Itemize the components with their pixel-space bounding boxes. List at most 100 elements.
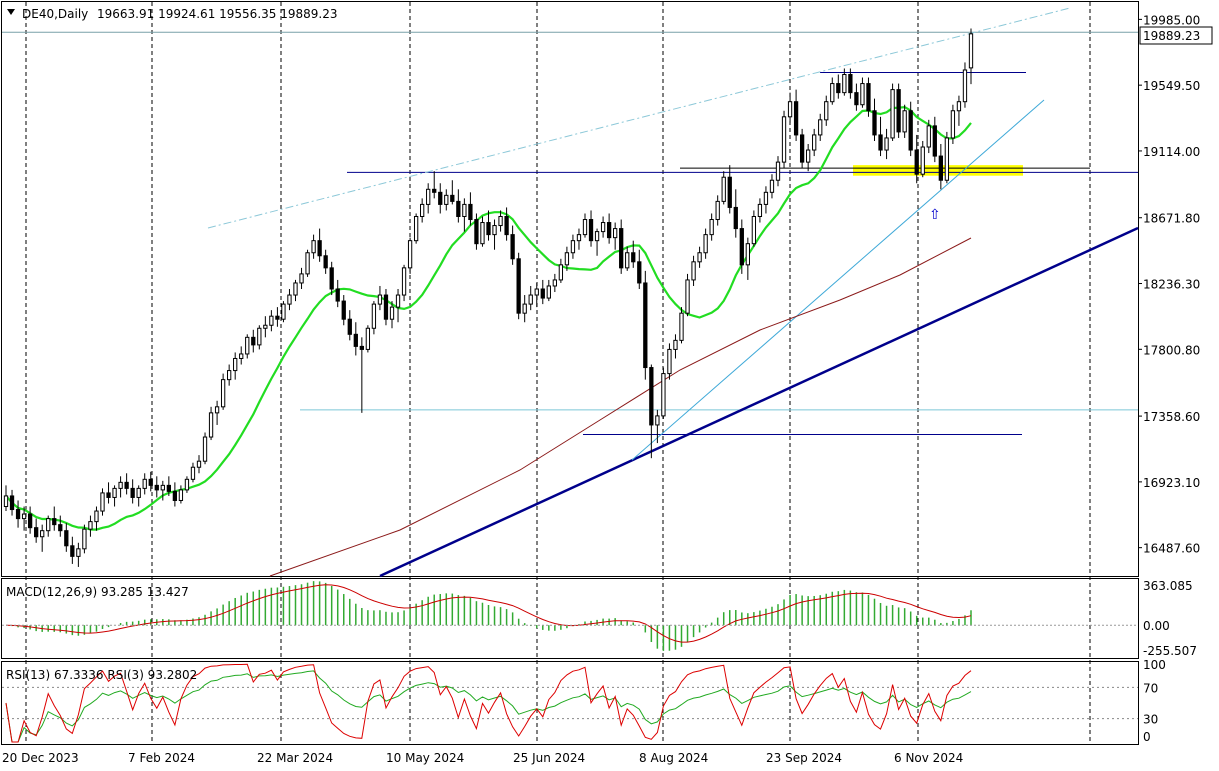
time-label: 8 Aug 2024 — [639, 751, 708, 765]
candle-bull — [196, 460, 202, 468]
candle-bear — [866, 83, 871, 112]
time-label: 7 Feb 2024 — [128, 751, 195, 765]
candle-bull — [257, 327, 262, 346]
price-tick-label: 17358.60 — [1143, 410, 1200, 424]
price-panel-frame — [1, 1, 1139, 577]
candle-bull — [558, 264, 564, 281]
candle-bull — [311, 240, 316, 254]
rsi-label: RSI(13) 67.3336 RSI(3) 93.2802 — [6, 668, 197, 682]
candle-bull — [76, 548, 81, 557]
candle-bull — [763, 191, 769, 205]
candle-bear — [58, 524, 63, 532]
candle-bull — [944, 137, 950, 181]
candle-bull — [136, 487, 141, 498]
candle-bull — [902, 110, 907, 133]
candle-bull — [812, 134, 817, 151]
candle-bull — [775, 161, 781, 181]
candle-bull — [830, 83, 835, 103]
candle-bear — [251, 336, 256, 346]
candle-bear — [733, 206, 738, 230]
candle-bear — [438, 191, 443, 205]
time-label: 23 Sep 2024 — [766, 751, 842, 765]
candle-bear — [329, 267, 334, 290]
price-tick-label: 18671.80 — [1143, 212, 1200, 226]
rsi-tick-label: 100 — [1143, 658, 1166, 672]
trendlines — [207, 7, 1139, 578]
candle-bull — [552, 279, 557, 287]
candle-bull — [227, 370, 232, 381]
candle-bull — [594, 231, 600, 242]
candle-bull — [576, 234, 582, 242]
candle-bear — [588, 219, 594, 242]
candle-bear — [649, 367, 654, 426]
candle-bull — [968, 33, 974, 69]
candle-bull — [691, 261, 696, 281]
candle-bear — [34, 527, 39, 538]
candle-bull — [21, 513, 27, 520]
candle-bull — [655, 415, 660, 426]
candle-bull — [40, 530, 45, 538]
candle-bull — [697, 252, 702, 263]
candle-bull — [884, 137, 889, 151]
candle-bull — [444, 194, 449, 205]
candle-bear — [727, 176, 732, 208]
candle-bull — [82, 528, 87, 550]
candle-bull — [389, 306, 395, 320]
candle-bear — [323, 255, 328, 269]
candle-bull — [613, 228, 618, 239]
candle-bull — [287, 294, 292, 305]
candle-bull — [245, 336, 250, 355]
candle-bear — [432, 188, 437, 193]
candle-bull — [824, 101, 829, 121]
candle-bear — [872, 110, 877, 136]
candle-bull — [184, 478, 190, 491]
candle-bear — [450, 194, 455, 202]
last-price-text: 19889.23 — [1143, 29, 1200, 43]
candle-bull — [426, 188, 431, 205]
candle-bull — [492, 225, 497, 236]
time-label: 20 Dec 2023 — [2, 751, 79, 765]
candlesticks — [3, 28, 974, 567]
rsi-panel-frame — [1, 661, 1139, 745]
candle-bull — [860, 83, 865, 106]
candle-bull — [570, 240, 576, 254]
trendline-upper — [207, 7, 1071, 229]
candle-bear — [510, 234, 515, 260]
candle-bear — [275, 315, 280, 320]
candle-bear — [166, 484, 171, 492]
ma-slow-line — [269, 237, 972, 577]
rsi-tick-label: 30 — [1143, 713, 1158, 727]
rsi3-line — [5, 663, 972, 743]
candle-bull — [757, 203, 763, 217]
candle-bull — [202, 436, 208, 462]
candle-bull — [818, 119, 823, 136]
candle-bear — [148, 478, 153, 486]
candle-bull — [534, 288, 539, 296]
price-axis: 19985.00 19549.50 19114.00 18671.80 18236.30… — [1138, 13, 1200, 556]
candle-bull — [679, 312, 684, 341]
candle-bear — [637, 261, 642, 284]
candle-bear — [540, 288, 545, 299]
candle-bull — [751, 215, 757, 245]
candle-bull — [220, 379, 226, 408]
candle-bear — [606, 222, 612, 239]
candle-bull — [920, 146, 925, 175]
candle-bear — [914, 149, 919, 175]
candle-bear — [353, 333, 358, 347]
candle-bear — [799, 134, 805, 163]
price-tick-label: 19114.00 — [1143, 145, 1200, 159]
candle-bear — [848, 74, 853, 94]
candle-bull — [528, 294, 533, 305]
candle-bull — [94, 510, 99, 523]
candle-bull — [673, 339, 678, 350]
candle-bear — [172, 490, 178, 501]
candle-bear — [9, 495, 15, 511]
support-zone — [853, 165, 1023, 176]
candle-bear — [335, 288, 340, 302]
candle-bull — [233, 357, 238, 372]
candle-bear — [27, 513, 33, 529]
dropdown-triangle-icon[interactable] — [7, 9, 15, 15]
candle-bear — [878, 134, 883, 151]
